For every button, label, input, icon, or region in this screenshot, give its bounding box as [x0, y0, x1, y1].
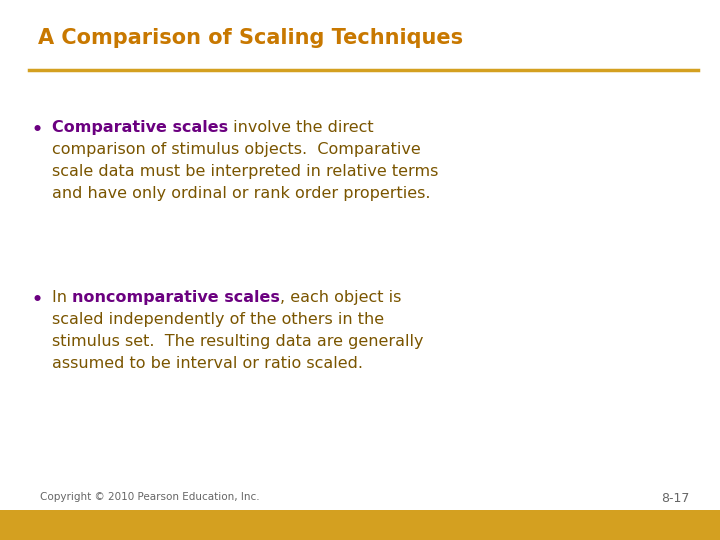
Text: Comparative scales: Comparative scales [52, 120, 228, 135]
Text: involve the direct: involve the direct [228, 120, 374, 135]
Text: In: In [52, 290, 72, 305]
Text: Copyright © 2010 Pearson Education, Inc.: Copyright © 2010 Pearson Education, Inc. [40, 492, 260, 502]
Text: •: • [32, 291, 43, 309]
Text: assumed to be interval or ratio scaled.: assumed to be interval or ratio scaled. [52, 356, 363, 371]
Text: stimulus set.  The resulting data are generally: stimulus set. The resulting data are gen… [52, 334, 423, 349]
Text: scale data must be interpreted in relative terms: scale data must be interpreted in relati… [52, 164, 438, 179]
Text: scaled independently of the others in the: scaled independently of the others in th… [52, 312, 384, 327]
Text: and have only ordinal or rank order properties.: and have only ordinal or rank order prop… [52, 186, 431, 201]
Text: A Comparison of Scaling Techniques: A Comparison of Scaling Techniques [38, 28, 463, 48]
Text: comparison of stimulus objects.  Comparative: comparison of stimulus objects. Comparat… [52, 142, 420, 157]
Text: 8-17: 8-17 [662, 492, 690, 505]
Text: •: • [32, 121, 43, 139]
Text: noncomparative scales: noncomparative scales [72, 290, 280, 305]
Text: , each object is: , each object is [280, 290, 401, 305]
Bar [0, 510, 720, 540]
